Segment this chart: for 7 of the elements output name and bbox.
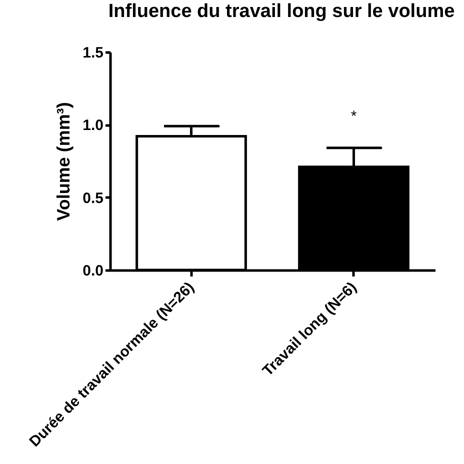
annotation: * bbox=[350, 108, 357, 125]
y-tick-label: 1.0 bbox=[82, 117, 104, 134]
chart-title: Influence du travail long sur le volume bbox=[108, 1, 455, 22]
y-tick-label: 0.0 bbox=[82, 262, 104, 280]
y-tick-label: 1.5 bbox=[82, 44, 104, 62]
y-tick-label: 0.5 bbox=[82, 190, 104, 207]
y-axis-title: Volume (mm³) bbox=[54, 102, 74, 221]
